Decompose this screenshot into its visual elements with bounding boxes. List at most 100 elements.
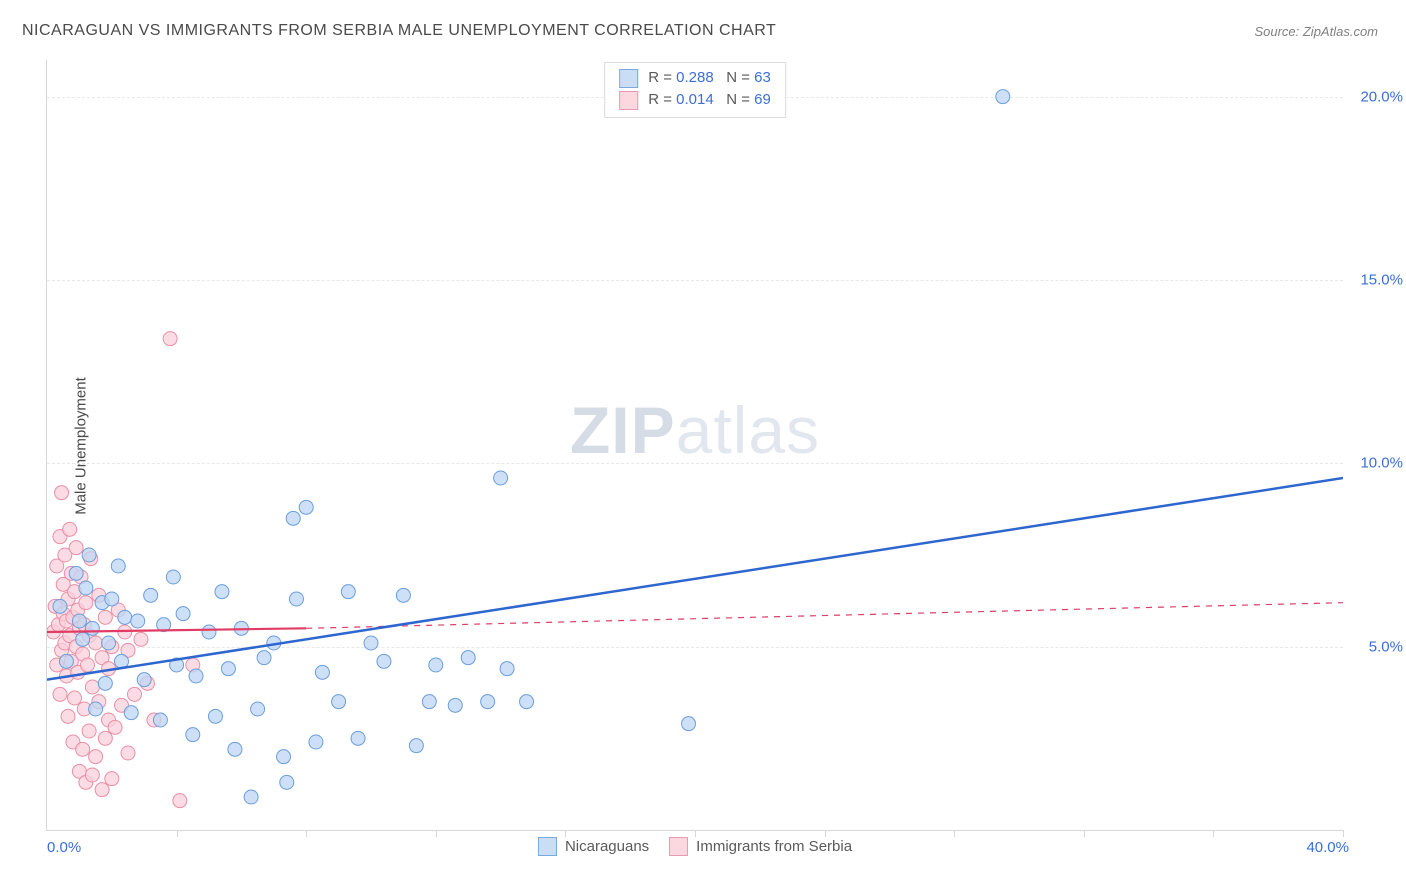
scatter-point [186, 728, 200, 742]
scatter-point [63, 522, 77, 536]
scatter-point [500, 662, 514, 676]
swatch-blue-icon [619, 69, 638, 88]
scatter-point [85, 680, 99, 694]
scatter-point [137, 673, 151, 687]
source-attribution: Source: ZipAtlas.com [1254, 24, 1378, 39]
scatter-point [996, 90, 1010, 104]
scatter-point [102, 636, 116, 650]
y-axis-tick-label: 5.0% [1348, 638, 1403, 655]
scatter-point [59, 654, 73, 668]
x-axis-tick [306, 830, 307, 837]
scatter-point [309, 735, 323, 749]
x-axis-tick [436, 830, 437, 837]
scatter-point [76, 632, 90, 646]
scatter-point [251, 702, 265, 716]
scatter-point [520, 695, 534, 709]
scatter-point [277, 750, 291, 764]
scatter-point [111, 559, 125, 573]
scatter-point [351, 731, 365, 745]
scatter-point [429, 658, 443, 672]
scatter-point [221, 662, 235, 676]
scatter-point [341, 585, 355, 599]
scatter-point [422, 695, 436, 709]
scatter-point [81, 658, 95, 672]
scatter-point [144, 588, 158, 602]
x-axis-tick [177, 830, 178, 837]
x-axis-max-label: 40.0% [1306, 839, 1349, 856]
scatter-point [377, 654, 391, 668]
legend-row-series1: R = 0.288 N = 63 [619, 67, 771, 89]
scatter-point [257, 651, 271, 665]
swatch-blue-icon [538, 837, 557, 856]
scatter-point [121, 746, 135, 760]
legend-row-series2: R = 0.014 N = 69 [619, 89, 771, 111]
x-axis-tick [1084, 830, 1085, 837]
y-axis-tick-label: 10.0% [1348, 455, 1403, 472]
plot-svg [47, 60, 1343, 830]
scatter-point [682, 717, 696, 731]
scatter-point [163, 332, 177, 346]
y-axis-tick-label: 15.0% [1348, 272, 1403, 289]
scatter-point [98, 676, 112, 690]
scatter-point [98, 610, 112, 624]
scatter-point [105, 772, 119, 786]
x-axis-tick [695, 830, 696, 837]
scatter-point [228, 742, 242, 756]
scatter-point [202, 625, 216, 639]
series-legend: Nicaraguans Immigrants from Serbia [538, 837, 852, 856]
scatter-point [176, 607, 190, 621]
plot-area: ZIPatlas R = 0.288 N = 63 R = 0.014 N = … [46, 60, 1343, 831]
scatter-point [98, 731, 112, 745]
x-axis-tick [565, 830, 566, 837]
scatter-point [72, 614, 86, 628]
scatter-point [280, 775, 294, 789]
scatter-point [127, 687, 141, 701]
scatter-point [89, 750, 103, 764]
scatter-point [118, 610, 132, 624]
x-axis-tick [825, 830, 826, 837]
scatter-point [69, 541, 83, 555]
x-axis-min-label: 0.0% [47, 839, 81, 856]
scatter-point [134, 632, 148, 646]
scatter-point [409, 739, 423, 753]
scatter-point [79, 581, 93, 595]
scatter-point [68, 691, 82, 705]
scatter-point [108, 720, 122, 734]
scatter-point [76, 742, 90, 756]
scatter-point [124, 706, 138, 720]
scatter-point [189, 669, 203, 683]
scatter-point [153, 713, 167, 727]
scatter-point [89, 702, 103, 716]
correlation-legend: R = 0.288 N = 63 R = 0.014 N = 69 [604, 62, 786, 118]
legend-label-series2: Immigrants from Serbia [696, 838, 852, 855]
x-axis-tick [1213, 830, 1214, 837]
scatter-point [215, 585, 229, 599]
scatter-point [95, 783, 109, 797]
scatter-point [55, 486, 69, 500]
scatter-point [53, 687, 67, 701]
scatter-point [286, 511, 300, 525]
y-axis-tick-label: 20.0% [1348, 88, 1403, 105]
x-axis-tick [1343, 830, 1344, 837]
scatter-point [131, 614, 145, 628]
scatter-point [315, 665, 329, 679]
chart-title: NICARAGUAN VS IMMIGRANTS FROM SERBIA MAL… [22, 22, 776, 40]
scatter-point [364, 636, 378, 650]
scatter-point [85, 768, 99, 782]
scatter-point [289, 592, 303, 606]
regression-line [47, 478, 1343, 680]
swatch-pink-icon [669, 837, 688, 856]
scatter-point [53, 599, 67, 613]
scatter-point [396, 588, 410, 602]
scatter-point [173, 794, 187, 808]
scatter-point [244, 790, 258, 804]
swatch-pink-icon [619, 91, 638, 110]
scatter-point [208, 709, 222, 723]
scatter-point [332, 695, 346, 709]
legend-item-series2: Immigrants from Serbia [669, 837, 852, 856]
legend-label-series1: Nicaraguans [565, 838, 649, 855]
scatter-point [82, 548, 96, 562]
scatter-point [105, 592, 119, 606]
x-axis-tick [954, 830, 955, 837]
scatter-point [448, 698, 462, 712]
